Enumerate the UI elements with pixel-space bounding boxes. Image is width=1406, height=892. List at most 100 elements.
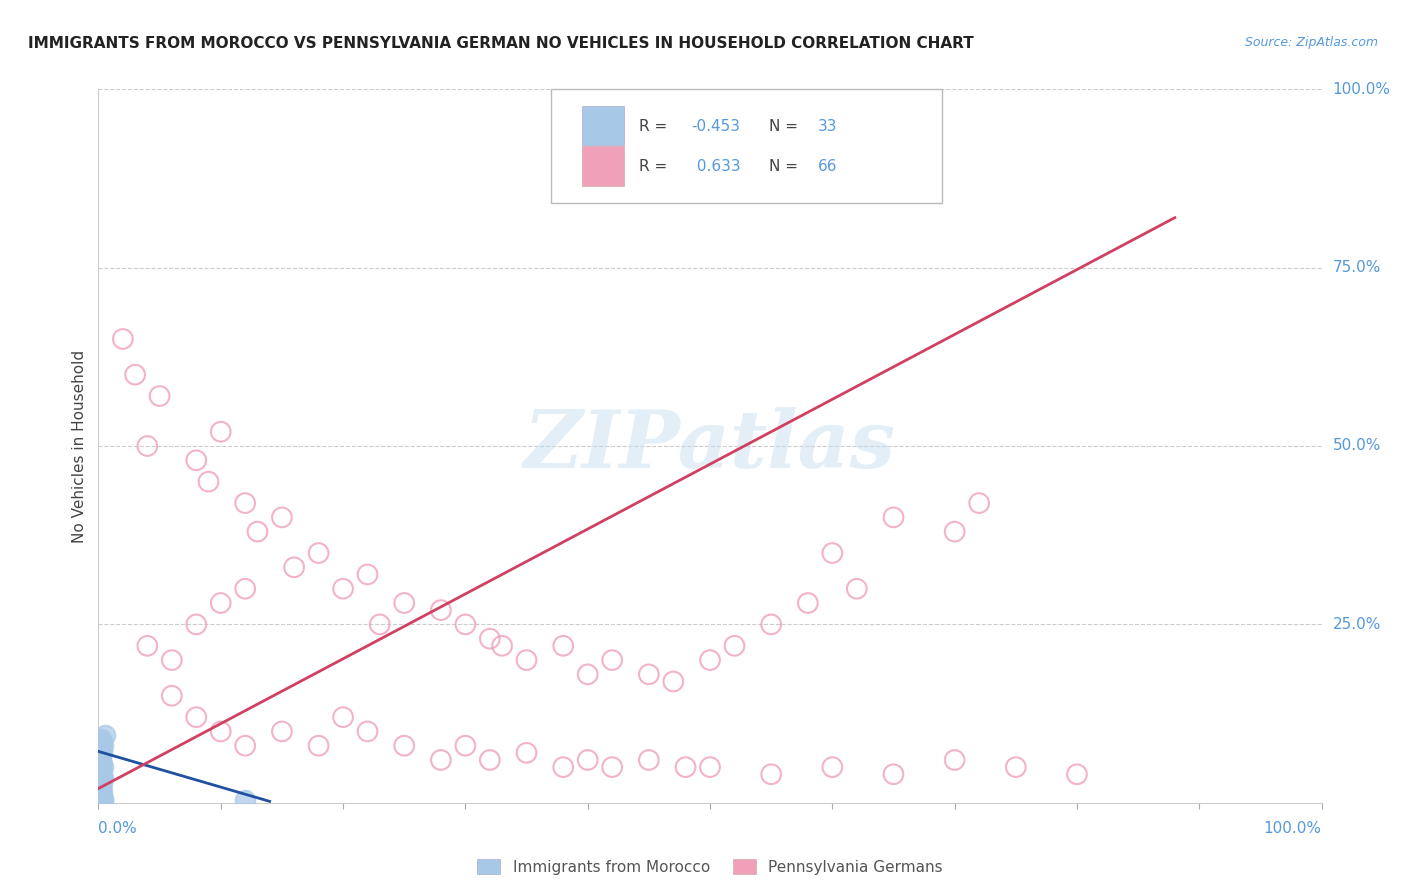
Point	[209, 596, 232, 610]
Point	[761, 767, 783, 781]
Point	[91, 735, 114, 749]
Point	[233, 739, 256, 753]
Point	[246, 524, 269, 539]
Point	[136, 639, 159, 653]
Point	[124, 368, 146, 382]
Point	[90, 792, 112, 806]
Point	[89, 767, 111, 781]
Point	[270, 510, 294, 524]
Point	[332, 582, 354, 596]
Point	[186, 710, 208, 724]
Text: IMMIGRANTS FROM MOROCCO VS PENNSYLVANIA GERMAN NO VEHICLES IN HOUSEHOLD CORRELAT: IMMIGRANTS FROM MOROCCO VS PENNSYLVANIA …	[28, 36, 974, 51]
Point	[89, 794, 111, 808]
Point	[91, 794, 114, 808]
Point	[270, 724, 294, 739]
Point	[797, 596, 820, 610]
Point	[91, 769, 114, 783]
Point	[91, 790, 114, 805]
Point	[1004, 760, 1026, 774]
Point	[392, 739, 416, 753]
Text: N =: N =	[769, 159, 803, 174]
Point	[89, 783, 111, 797]
Point	[821, 546, 844, 560]
Text: 25.0%: 25.0%	[1333, 617, 1381, 632]
Point	[600, 760, 623, 774]
FancyBboxPatch shape	[551, 89, 942, 203]
Point	[90, 781, 112, 796]
Text: 33: 33	[818, 119, 837, 134]
Point	[883, 767, 905, 781]
Point	[233, 582, 256, 596]
Point	[111, 332, 134, 346]
Point	[675, 760, 697, 774]
Text: 100.0%: 100.0%	[1333, 82, 1391, 96]
Point	[149, 389, 172, 403]
Text: ZIPatlas: ZIPatlas	[524, 408, 896, 484]
Point	[761, 617, 783, 632]
Point	[392, 596, 416, 610]
Point	[478, 632, 501, 646]
Point	[91, 794, 114, 808]
Point	[197, 475, 219, 489]
Point	[308, 546, 330, 560]
Point	[576, 753, 599, 767]
Text: 75.0%: 75.0%	[1333, 260, 1381, 275]
Point	[209, 724, 232, 739]
Text: N =: N =	[769, 119, 803, 134]
Point	[91, 771, 114, 785]
Point	[491, 639, 513, 653]
Point	[600, 653, 623, 667]
Point	[356, 724, 378, 739]
Text: R =: R =	[640, 119, 672, 134]
Point	[91, 746, 114, 760]
Point	[186, 617, 208, 632]
Point	[160, 689, 183, 703]
Point	[90, 787, 112, 801]
Point	[368, 617, 391, 632]
Point	[89, 789, 111, 803]
Point	[160, 653, 183, 667]
Point	[967, 496, 990, 510]
Point	[91, 739, 114, 753]
Point	[454, 739, 477, 753]
Point	[90, 794, 112, 808]
Point	[553, 760, 575, 774]
Text: -0.453: -0.453	[692, 119, 741, 134]
Point	[1066, 767, 1088, 781]
Point	[943, 753, 966, 767]
Point	[233, 793, 256, 807]
Point	[186, 453, 208, 467]
Text: 100.0%: 100.0%	[1264, 822, 1322, 837]
Point	[478, 753, 501, 767]
Point	[136, 439, 159, 453]
Point	[91, 792, 114, 806]
Point	[454, 617, 477, 632]
Text: R =: R =	[640, 159, 672, 174]
Point	[845, 582, 868, 596]
Point	[699, 760, 721, 774]
Point	[283, 560, 305, 574]
Bar	[582, 146, 624, 186]
Point	[90, 731, 112, 746]
Point	[90, 774, 112, 789]
Point	[90, 753, 112, 767]
Point	[699, 653, 721, 667]
Point	[209, 425, 232, 439]
Text: 66: 66	[818, 159, 837, 174]
Point	[89, 790, 111, 805]
Point	[821, 760, 844, 774]
Point	[430, 603, 453, 617]
Y-axis label: No Vehicles in Household: No Vehicles in Household	[72, 350, 87, 542]
Point	[576, 667, 599, 681]
Point	[91, 785, 114, 799]
Point	[553, 639, 575, 653]
Point	[89, 793, 111, 807]
Point	[430, 753, 453, 767]
Text: 50.0%: 50.0%	[1333, 439, 1381, 453]
Point	[308, 739, 330, 753]
Point	[883, 510, 905, 524]
Point	[662, 674, 685, 689]
Point	[93, 728, 115, 742]
Point	[637, 753, 661, 767]
Point	[90, 742, 112, 756]
